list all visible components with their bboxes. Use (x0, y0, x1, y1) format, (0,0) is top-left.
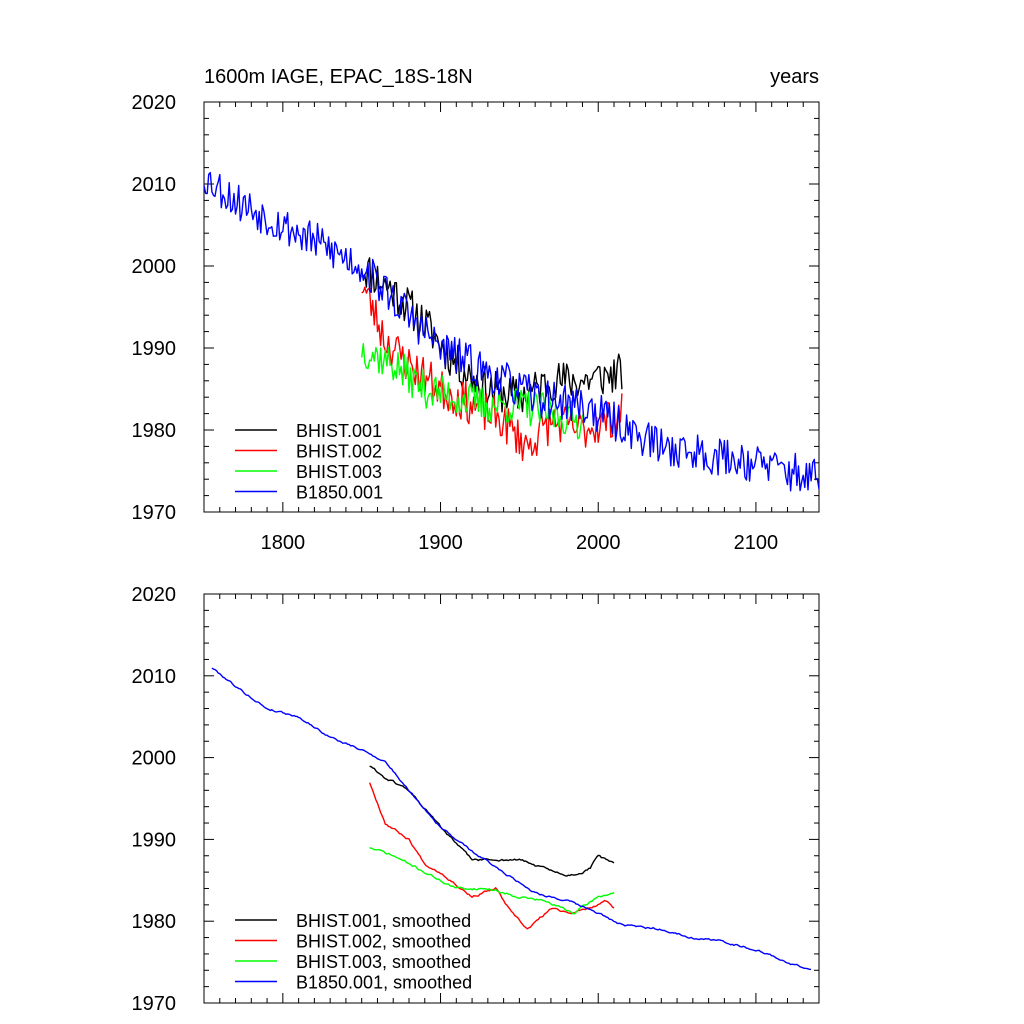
y-tick-label: 2010 (132, 666, 177, 688)
legend-label: BHIST.002 (296, 442, 382, 462)
panel-top: 1800 1900 2000 2100 1970 1980 1990 2000 2010 2020… (132, 92, 820, 554)
units-label: years (770, 66, 819, 88)
y-tick-label: 1970 (132, 502, 177, 524)
series-line (369, 765, 615, 877)
legend-label: BHIST.003, smoothed (296, 952, 471, 972)
legend-label: BHIST.003 (296, 462, 382, 482)
y-tick-label: 1980 (132, 911, 177, 933)
plot-frame (203, 101, 820, 513)
series-line (204, 171, 819, 492)
x-tick-label: 2100 (734, 532, 779, 554)
legend-label: B1850.001 (296, 483, 383, 503)
y-tick-label: 1990 (132, 829, 177, 851)
y-tick-label: 2020 (132, 584, 177, 606)
legend-label: BHIST.002, smoothed (296, 932, 471, 952)
series-group (211, 667, 812, 971)
series-line (211, 667, 812, 971)
panel-bottom: 1970 1980 1990 2000 2010 2020 BHIST.001, smoot… (132, 584, 820, 1015)
series-group (204, 171, 819, 492)
y-tick-label: 2000 (132, 256, 177, 278)
y-tick-label: 1980 (132, 420, 177, 442)
series-line (369, 847, 615, 915)
y-tick-label: 2010 (132, 174, 177, 196)
y-tick-label: 1990 (132, 338, 177, 360)
plot-frame (203, 593, 820, 1004)
series-line (368, 782, 615, 930)
chart-title: 1600m IAGE, EPAC_18S-18N (204, 66, 473, 88)
x-tick-label: 1800 (261, 532, 306, 554)
y-tick-label: 2000 (132, 748, 177, 770)
y-tick-label: 1970 (132, 993, 177, 1015)
y-tick-label: 2020 (132, 92, 177, 114)
legend-label: B1850.001, smoothed (296, 973, 472, 993)
series-line (361, 343, 584, 440)
legend-label: BHIST.001 (296, 421, 382, 441)
legend-label: BHIST.001, smoothed (296, 911, 471, 931)
x-tick-label: 2000 (576, 532, 621, 554)
x-tick-label: 1900 (418, 532, 463, 554)
